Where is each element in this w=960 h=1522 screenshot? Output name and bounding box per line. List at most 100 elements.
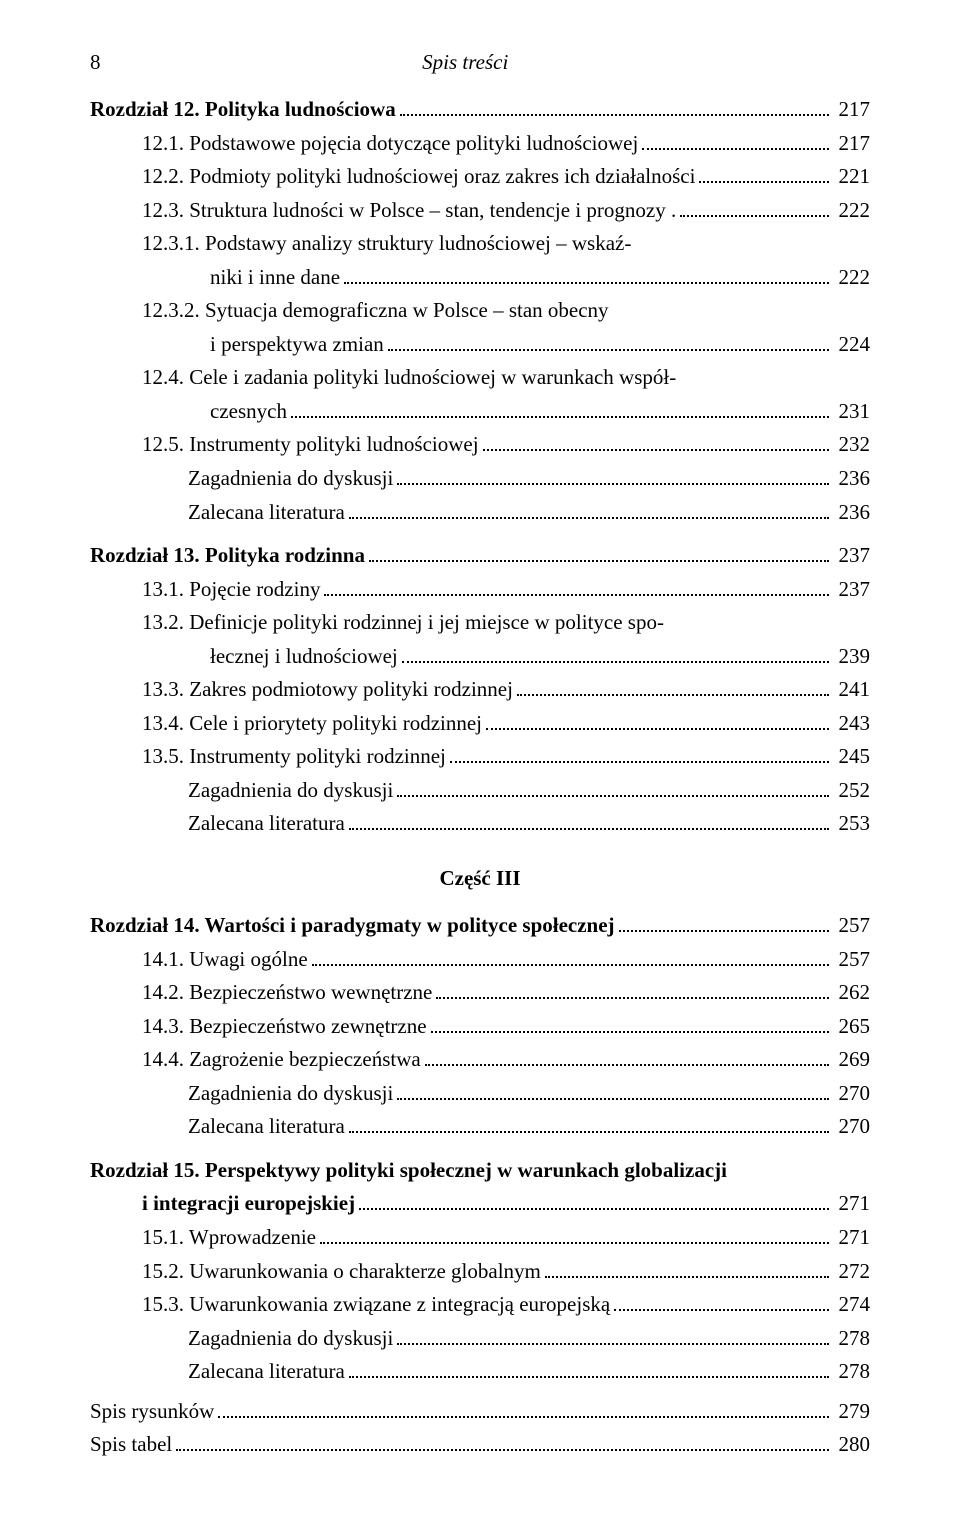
toc-leader-dots (291, 416, 829, 418)
toc-leader-dots (450, 761, 829, 763)
toc-label: i integracji europejskiej (142, 1187, 355, 1220)
toc-leader-dots (614, 1309, 828, 1311)
toc-label: 14.4. Zagrożenie bezpieczeństwa (142, 1043, 421, 1076)
toc-entry: 12.5. Instrumenty polityki ludnościowej 2… (90, 428, 870, 461)
toc-leader-dots (176, 1449, 828, 1451)
toc-label: 14.3. Bezpieczeństwo zewnętrzne (142, 1010, 427, 1043)
toc-page-number: 232 (833, 428, 871, 461)
toc-label: 13.4. Cele i priorytety polityki rodzinn… (142, 707, 482, 740)
toc-entry: 12.2. Podmioty polityki ludnościowej ora… (90, 160, 870, 193)
toc-label: Rozdział 15. Perspektywy polityki społec… (90, 1154, 727, 1187)
toc-leader-dots (324, 594, 828, 596)
toc-page-number: 265 (833, 1010, 871, 1043)
toc-entry: i integracji europejskiej 271 (90, 1187, 870, 1220)
toc-entry: Spis rysunków279 (90, 1395, 870, 1428)
toc-entry: Zagadnienia do dyskusji270 (90, 1077, 870, 1110)
toc-leader-dots (436, 997, 828, 999)
toc-page-number: 278 (833, 1355, 871, 1388)
toc-page-number: 222 (833, 194, 871, 227)
toc-page-number: 257 (833, 909, 871, 942)
toc-label: 12.3.1. Podstawy analizy struktury ludno… (142, 227, 631, 260)
toc-page-number: 217 (833, 127, 871, 160)
toc-label: Zalecana literatura (188, 496, 345, 529)
toc-leader-dots (699, 181, 828, 183)
toc-label: Rozdział 13. Polityka rodzinna (90, 539, 365, 572)
toc-leader-dots (397, 1343, 828, 1345)
toc-entry: Spis tabel280 (90, 1428, 870, 1461)
toc-entry: 13.3. Zakres podmiotowy polityki rodzinn… (90, 673, 870, 706)
toc-entry: Zalecana literatura 253 (90, 807, 870, 840)
toc-label: 13.2. Definicje polityki rodzinnej i jej… (142, 606, 664, 639)
toc-entry: 12.3.1. Podstawy analizy struktury ludno… (90, 227, 870, 260)
toc-leader-dots (359, 1208, 828, 1210)
toc-leader-dots (388, 349, 829, 351)
toc-page-number: 274 (833, 1288, 871, 1321)
page-number: 8 (90, 50, 101, 75)
toc-entry: 15.3. Uwarunkowania związane z integracj… (90, 1288, 870, 1321)
toc-label: 12.5. Instrumenty polityki ludnościowej (142, 428, 479, 461)
toc-page-number: 270 (833, 1110, 871, 1143)
toc-label: Zagadnienia do dyskusji (188, 1077, 393, 1110)
toc-leader-dots (425, 1064, 829, 1066)
toc-label: Zalecana literatura (188, 807, 345, 840)
toc-label: i perspektywa zmian (210, 328, 384, 361)
toc-label: 15.1. Wprowadzenie (142, 1221, 316, 1254)
header-title: Spis treści (101, 50, 831, 75)
toc-entry: 14.1. Uwagi ogólne257 (90, 943, 870, 976)
toc-entry: 13.1. Pojęcie rodziny237 (90, 573, 870, 606)
toc-leader-dots (349, 1131, 829, 1133)
toc-leader-dots (320, 1242, 829, 1244)
toc-page-number: 271 (833, 1187, 871, 1220)
toc-page-number: 222 (833, 261, 871, 294)
toc-leader-dots (545, 1276, 829, 1278)
toc-entry: Zalecana literatura 270 (90, 1110, 870, 1143)
toc-page-number: 224 (833, 328, 871, 361)
toc-label: Zalecana literatura (188, 1110, 345, 1143)
toc-leader-dots (218, 1416, 828, 1418)
toc-leader-dots (680, 215, 828, 217)
toc-label: 15.3. Uwarunkowania związane z integracj… (142, 1288, 610, 1321)
table-of-contents: Rozdział 12. Polityka ludnościowa21712.1… (90, 93, 870, 1461)
toc-entry: 12.4. Cele i zadania polityki ludnościow… (90, 361, 870, 394)
toc-page-number: 253 (833, 807, 871, 840)
toc-label: łecznej i ludnościowej (210, 640, 398, 673)
toc-page-number: 217 (833, 93, 871, 126)
toc-label: Zalecana literatura (188, 1355, 345, 1388)
toc-label: 12.1. Podstawowe pojęcia dotyczące polit… (142, 127, 638, 160)
toc-page-number: 272 (833, 1255, 871, 1288)
toc-label: 13.5. Instrumenty polityki rodzinnej (142, 740, 446, 773)
toc-page-number: 239 (833, 640, 871, 673)
toc-leader-dots (349, 828, 829, 830)
toc-page-number: 237 (833, 573, 871, 606)
toc-entry: 13.4. Cele i priorytety polityki rodzinn… (90, 707, 870, 740)
toc-label: 13.3. Zakres podmiotowy polityki rodzinn… (142, 673, 513, 706)
toc-entry: Rozdział 14. Wartości i paradygmaty w po… (90, 909, 870, 942)
toc-leader-dots (397, 1098, 828, 1100)
toc-entry: 15.1. Wprowadzenie271 (90, 1221, 870, 1254)
toc-label: Rozdział 14. Wartości i paradygmaty w po… (90, 909, 615, 942)
part-title: Część III (90, 866, 870, 891)
toc-leader-dots (619, 930, 829, 932)
toc-page-number: 221 (833, 160, 871, 193)
toc-leader-dots (642, 148, 828, 150)
toc-leader-dots (517, 694, 829, 696)
toc-entry: Zagadnienia do dyskusji252 (90, 774, 870, 807)
toc-label: Zagadnienia do dyskusji (188, 462, 393, 495)
toc-leader-dots (369, 560, 829, 562)
toc-label: niki i inne dane (210, 261, 340, 294)
toc-page-number: 278 (833, 1322, 871, 1355)
toc-page-number: 257 (833, 943, 871, 976)
page-header: 8 Spis treści (90, 50, 870, 75)
toc-label: czesnych (210, 395, 287, 428)
toc-entry: czesnych231 (90, 395, 870, 428)
toc-label: Spis tabel (90, 1428, 172, 1461)
toc-label: Spis rysunków (90, 1395, 214, 1428)
toc-entry: Rozdział 12. Polityka ludnościowa217 (90, 93, 870, 126)
toc-entry: i perspektywa zmian 224 (90, 328, 870, 361)
toc-entry: niki i inne dane 222 (90, 261, 870, 294)
toc-entry: Rozdział 15. Perspektywy polityki społec… (90, 1154, 870, 1187)
toc-entry: 14.4. Zagrożenie bezpieczeństwa269 (90, 1043, 870, 1076)
toc-entry: Zalecana literatura236 (90, 496, 870, 529)
toc-leader-dots (397, 795, 828, 797)
toc-label: 12.2. Podmioty polityki ludnościowej ora… (142, 160, 695, 193)
